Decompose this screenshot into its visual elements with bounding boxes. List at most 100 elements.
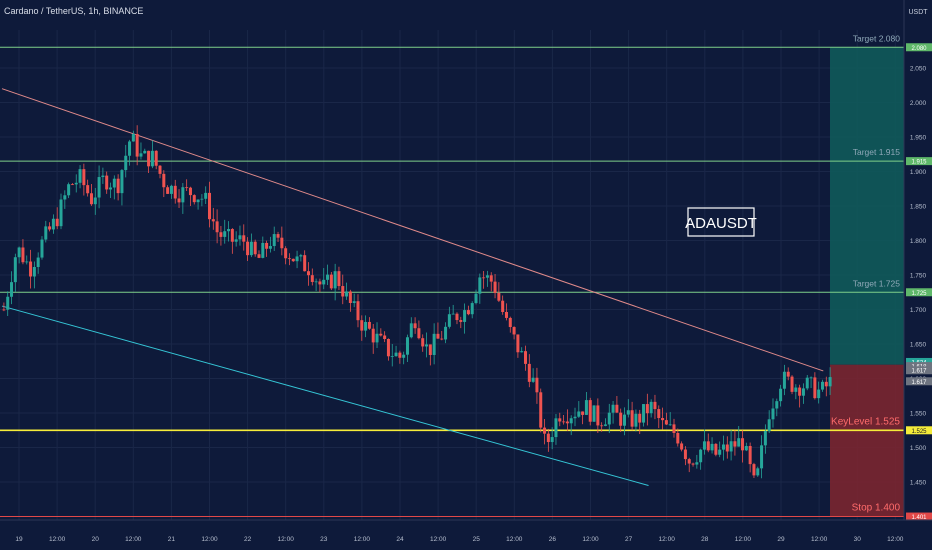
candle-body	[664, 420, 668, 425]
candle-body	[223, 231, 227, 237]
candle-body	[249, 241, 253, 256]
candle-body	[824, 381, 828, 387]
candle-body	[124, 155, 128, 171]
candle-body	[463, 310, 467, 322]
candle-body	[348, 291, 352, 303]
candle-body	[706, 441, 710, 451]
candle-body	[139, 153, 143, 157]
candle-body	[634, 413, 638, 427]
time-tick-label: 26	[549, 536, 557, 543]
candle-body	[230, 229, 234, 242]
candle-body	[798, 387, 802, 396]
candle-body	[790, 376, 794, 392]
candle-body	[188, 187, 192, 196]
candle-body	[135, 134, 139, 157]
trendlines	[1, 88, 824, 486]
candle-body	[265, 242, 269, 249]
symbol-label: Cardano / TetherUS, 1h, BINANCE	[4, 6, 143, 16]
candle-body	[527, 363, 531, 382]
candle-body	[592, 405, 596, 422]
candle-body	[109, 187, 113, 190]
candle-body	[459, 320, 463, 322]
target-1-label: Target 1.725	[853, 278, 901, 288]
candle-body	[181, 187, 185, 203]
candle-body	[196, 199, 200, 203]
stop-axis-badge	[906, 512, 932, 521]
candle-body	[318, 281, 322, 285]
time-tick-label: 12:00	[278, 536, 295, 543]
candle-body	[455, 313, 459, 321]
candle-body	[299, 255, 303, 257]
candle-body	[649, 401, 653, 414]
candle-body	[672, 424, 676, 433]
candle-body	[638, 413, 642, 423]
time-tick-label: 29	[777, 536, 785, 543]
candle-body	[805, 377, 809, 389]
level-labels: Target 2.080 Target 1.915 Target 1.725 KeyL…	[831, 33, 900, 513]
candle-body	[211, 219, 215, 222]
price-axis-background	[904, 0, 932, 550]
candle-body	[386, 338, 390, 357]
candle-body	[569, 418, 573, 424]
candle-body	[200, 198, 204, 200]
candle-body	[611, 404, 615, 413]
candle-body	[154, 150, 158, 166]
candle-body	[558, 418, 562, 422]
price-tick-label: 2.000	[910, 100, 927, 107]
candle-body	[417, 328, 421, 339]
candle-body	[310, 275, 314, 282]
candle-body	[367, 321, 371, 329]
candle-body	[817, 389, 821, 399]
target-3-axis-text: 2.080	[911, 46, 927, 52]
candle-body	[535, 377, 539, 393]
candle-body	[622, 414, 627, 426]
candle-body	[82, 169, 86, 186]
candle-body	[6, 296, 10, 310]
candle-body	[227, 229, 231, 232]
candle-body	[737, 438, 741, 447]
level-lines	[0, 46, 904, 518]
candle-body	[744, 445, 748, 451]
time-tick-label: 19	[15, 536, 23, 543]
candle-body	[97, 177, 101, 198]
price-axis[interactable]: USDT 2.050 2.000 1.950 1.900 1.850 1.800 1.750…	[903, 0, 932, 550]
candle-body	[828, 377, 832, 387]
candle-body	[234, 239, 238, 242]
candle-body	[120, 170, 124, 194]
candle-body	[428, 344, 432, 355]
price-tick-label: 1.750	[910, 273, 927, 280]
candle-body	[291, 258, 295, 262]
candle-body	[257, 254, 261, 258]
candle-body	[89, 193, 93, 205]
candle-body	[687, 459, 691, 464]
candle-body	[150, 150, 154, 167]
candle-body	[74, 182, 78, 185]
candle-body	[177, 198, 181, 203]
candle-body	[425, 344, 429, 347]
price-badge-text: 1.617	[911, 369, 927, 375]
candle-body	[562, 421, 566, 423]
price-tick-label: 1.850	[910, 203, 927, 210]
time-tick-label: 27	[625, 536, 633, 543]
candle-body	[600, 425, 604, 427]
candle-body	[447, 314, 451, 327]
candle-body	[642, 404, 646, 423]
candle-body	[78, 169, 82, 183]
candle-body	[280, 237, 284, 249]
time-tick-label: 12:00	[125, 536, 142, 543]
candle-body	[801, 388, 805, 396]
candle-body	[497, 292, 501, 301]
time-tick-label: 23	[320, 536, 328, 543]
candle-body	[756, 468, 760, 476]
candle-body	[721, 444, 725, 450]
candle-body	[242, 235, 246, 242]
candle-body	[272, 234, 276, 247]
candle-body	[173, 185, 177, 199]
target-1-axis-badge	[906, 288, 932, 297]
time-tick-label: 12:00	[887, 536, 904, 543]
candle-body	[67, 184, 71, 196]
candle-body	[752, 464, 756, 476]
candle-body	[683, 449, 687, 460]
time-axis[interactable]: 19 12:00 20 12:00 21 12:00 22 12:00 23 12:00 24 12:…	[0, 519, 932, 543]
